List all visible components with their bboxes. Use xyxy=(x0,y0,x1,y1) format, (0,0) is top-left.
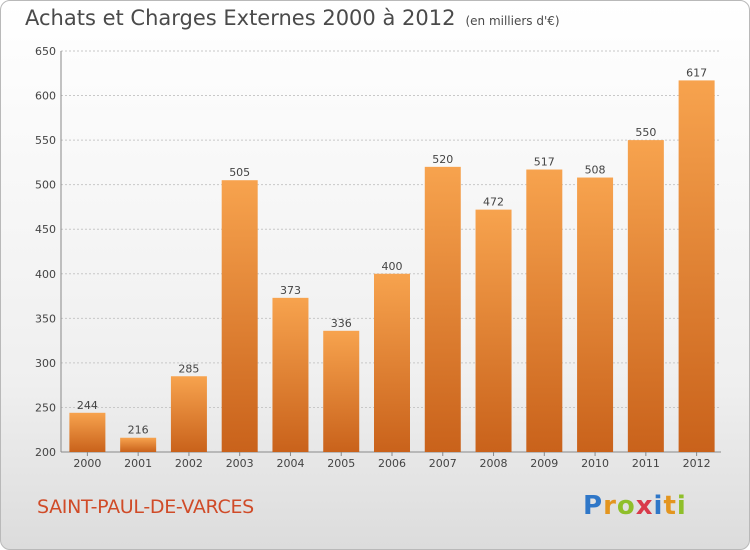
logo-letter: r xyxy=(603,491,617,521)
bar-value-label: 285 xyxy=(178,362,199,375)
x-tick-label: 2005 xyxy=(327,457,355,470)
x-tick-label: 2012 xyxy=(683,457,711,470)
bar xyxy=(170,376,207,452)
bar xyxy=(120,437,157,452)
bar xyxy=(475,209,512,452)
y-tick-label: 400 xyxy=(35,268,56,281)
x-tick-label: 2007 xyxy=(429,457,457,470)
x-tick-label: 2001 xyxy=(124,457,152,470)
chart-title: Achats et Charges Externes 2000 à 2012 (e… xyxy=(25,6,560,30)
commune-name: SAINT-PAUL-DE-VARCES xyxy=(37,496,254,518)
x-tick-label: 2010 xyxy=(581,457,609,470)
bar xyxy=(577,177,614,452)
bar-value-label: 508 xyxy=(585,164,606,177)
chart-title-text: Achats et Charges Externes 2000 à 2012 xyxy=(25,6,456,30)
bar xyxy=(323,330,360,452)
bar-value-label: 244 xyxy=(77,399,98,412)
x-tick-label: 2006 xyxy=(378,457,406,470)
x-tick-label: 2011 xyxy=(632,457,660,470)
y-tick-label: 600 xyxy=(35,90,56,103)
y-tick-label: 250 xyxy=(35,401,56,414)
y-tick-label: 450 xyxy=(35,223,56,236)
bar xyxy=(627,140,664,452)
bar-value-label: 373 xyxy=(280,284,301,297)
x-tick-label: 2000 xyxy=(73,457,101,470)
x-tick-label: 2009 xyxy=(530,457,558,470)
y-tick-label: 550 xyxy=(35,134,56,147)
logo-letter: t xyxy=(663,491,677,521)
x-tick-label: 2008 xyxy=(480,457,508,470)
logo-letter: i xyxy=(676,491,687,521)
bar-value-label: 505 xyxy=(229,166,250,179)
proxiti-logo: Proxiti xyxy=(583,491,687,521)
y-tick-label: 200 xyxy=(35,446,56,459)
bar xyxy=(272,297,309,452)
bar-value-label: 336 xyxy=(331,317,352,330)
x-tick-label: 2003 xyxy=(226,457,254,470)
bar xyxy=(678,80,715,452)
bar-value-label: 472 xyxy=(483,196,504,209)
bar-value-label: 520 xyxy=(432,153,453,166)
y-tick-label: 350 xyxy=(35,312,56,325)
logo-letter: P xyxy=(583,491,604,521)
bar-value-label: 550 xyxy=(635,126,656,139)
bar-value-label: 400 xyxy=(382,260,403,273)
y-tick-label: 500 xyxy=(35,179,56,192)
bar xyxy=(526,169,563,453)
bar xyxy=(374,273,410,452)
x-tick-label: 2002 xyxy=(175,457,203,470)
chart-unit-label: (en milliers d'€) xyxy=(465,14,560,28)
y-tick-label: 650 xyxy=(35,45,56,58)
logo-letter: i xyxy=(653,491,664,521)
bar-value-label: 617 xyxy=(686,66,707,79)
bar-value-label: 517 xyxy=(534,156,555,169)
logo-letter: o xyxy=(616,491,636,521)
bar xyxy=(221,180,258,452)
y-tick-label: 300 xyxy=(35,357,56,370)
logo-letter: x xyxy=(635,491,654,521)
bar-value-label: 216 xyxy=(128,424,149,437)
x-tick-label: 2004 xyxy=(276,457,304,470)
bar xyxy=(424,166,461,452)
bar xyxy=(69,412,106,452)
